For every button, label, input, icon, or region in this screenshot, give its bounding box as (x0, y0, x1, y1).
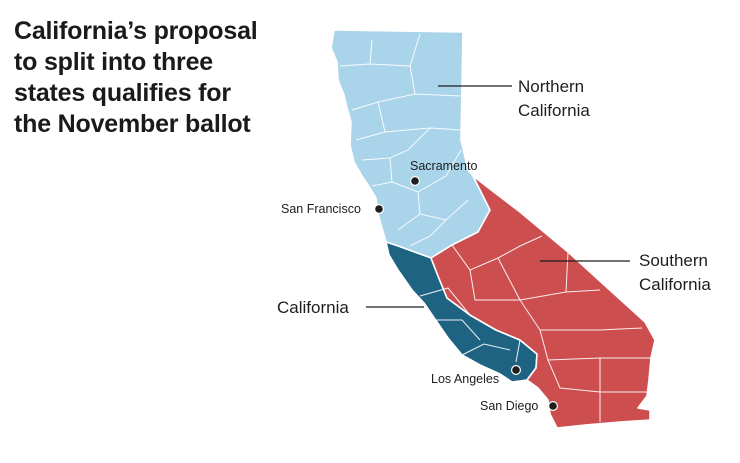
northern-label-line-1: Northern (518, 77, 584, 96)
northern-label-line-2: California (518, 101, 590, 120)
california-label: California (277, 298, 349, 317)
sacramento-marker (410, 176, 421, 187)
southern-label-line-2: California (639, 275, 711, 294)
county-lines (339, 33, 652, 422)
san-francisco-marker (374, 204, 385, 215)
southern-california-region (430, 175, 656, 429)
headline-line-2: to split into three (14, 48, 213, 76)
headline-line-3: states qualifies for (14, 79, 231, 107)
san-diego-label: San Diego (480, 399, 538, 413)
headline-line-4: the November ballot (14, 110, 251, 138)
southern-label-line-1: Southern (639, 251, 708, 270)
headline-line-1: California’s proposal (14, 17, 258, 45)
san-francisco-label: San Francisco (281, 202, 361, 216)
los-angeles-label: Los Angeles (431, 372, 499, 386)
san-diego-marker (547, 401, 558, 412)
headline: California’s proposal to split into thre… (14, 16, 314, 140)
sacramento-label: Sacramento (410, 159, 477, 173)
los-angeles-marker (511, 365, 522, 376)
